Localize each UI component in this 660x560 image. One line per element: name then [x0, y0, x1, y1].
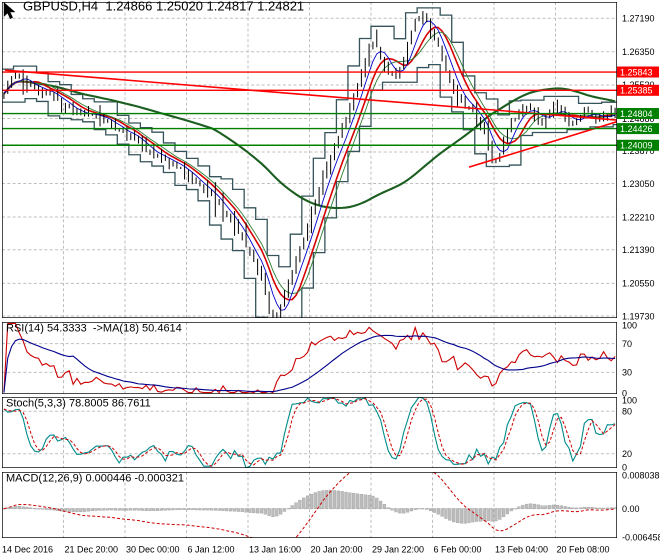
svg-text:100: 100 [622, 320, 637, 330]
svg-text:80: 80 [622, 407, 632, 417]
svg-text:21 Dec 20:00: 21 Dec 20:00 [65, 545, 119, 555]
svg-text:1.24009: 1.24009 [620, 141, 653, 151]
svg-text:0.00: 0.00 [622, 504, 640, 514]
svg-text:1.24426: 1.24426 [620, 124, 653, 134]
svg-text:29 Jan 22:00: 29 Jan 22:00 [372, 545, 424, 555]
svg-text:30: 30 [622, 368, 632, 378]
svg-text:Stoch(5,3,3) 78.8005 86.7611: Stoch(5,3,3) 78.8005 86.7611 [6, 398, 151, 410]
svg-text:13 Feb 04:00: 13 Feb 04:00 [495, 545, 548, 555]
svg-text:1.24804: 1.24804 [620, 109, 653, 119]
svg-text:6 Feb 00:00: 6 Feb 00:00 [434, 545, 482, 555]
svg-text:6 Jan 12:00: 6 Jan 12:00 [188, 545, 235, 555]
svg-text:1.20550: 1.20550 [622, 279, 655, 289]
svg-text:14 Dec 2016: 14 Dec 2016 [2, 545, 53, 555]
svg-text:20 Feb 08:00: 20 Feb 08:00 [557, 545, 610, 555]
svg-text:RSI(14) 54.3333 ->MA(18) 50.4: RSI(14) 54.3333 ->MA(18) 50.4614 [6, 323, 182, 335]
svg-text:30 Dec 00:00: 30 Dec 00:00 [126, 545, 180, 555]
svg-text:70: 70 [622, 339, 632, 349]
svg-text:1.27190: 1.27190 [622, 14, 655, 24]
svg-text:1.25843: 1.25843 [620, 67, 653, 77]
svg-text:20 Jan 20:00: 20 Jan 20:00 [311, 545, 363, 555]
svg-text:GBPUSD,H4 1.24866 1.25020 1.2: GBPUSD,H4 1.24866 1.25020 1.24817 1.2482… [23, 0, 304, 14]
svg-text:1.22210: 1.22210 [622, 212, 655, 222]
svg-text:MACD(12,26,9) 0.000446 -0.0003: MACD(12,26,9) 0.000446 -0.000321 [6, 473, 184, 485]
svg-text:1.26350: 1.26350 [622, 47, 655, 57]
svg-text:1.23050: 1.23050 [622, 179, 655, 189]
svg-text:0.008038: 0.008038 [622, 470, 660, 480]
svg-text:20: 20 [622, 449, 632, 459]
svg-text:-0.006458: -0.006458 [622, 532, 660, 542]
svg-text:1.25385: 1.25385 [620, 86, 653, 96]
svg-text:13 Jan 16:00: 13 Jan 16:00 [249, 545, 301, 555]
svg-text:100: 100 [622, 395, 637, 405]
svg-text:1.21390: 1.21390 [622, 245, 655, 255]
